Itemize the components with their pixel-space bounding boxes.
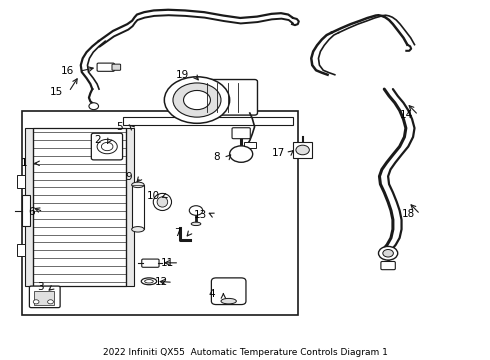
Ellipse shape (191, 222, 201, 226)
Ellipse shape (157, 197, 168, 207)
FancyBboxPatch shape (211, 278, 246, 305)
Bar (293, 142, 312, 158)
FancyBboxPatch shape (142, 259, 159, 267)
Bar (25, 129, 33, 286)
Circle shape (383, 249, 393, 257)
Text: 1: 1 (21, 158, 27, 168)
Text: 4: 4 (208, 289, 215, 299)
FancyBboxPatch shape (97, 63, 114, 71)
FancyBboxPatch shape (232, 128, 250, 139)
Circle shape (378, 246, 398, 260)
Circle shape (189, 206, 203, 215)
Bar (33, 129, 126, 286)
Text: 12: 12 (154, 277, 168, 287)
Text: 5: 5 (116, 122, 122, 132)
FancyBboxPatch shape (91, 133, 122, 160)
Bar (244, 142, 256, 148)
FancyBboxPatch shape (29, 286, 60, 308)
Bar (22, 195, 30, 226)
Bar (34, 291, 54, 305)
Text: 11: 11 (161, 258, 174, 268)
Bar (122, 117, 293, 125)
Text: 17: 17 (272, 148, 285, 158)
Text: 2: 2 (94, 135, 100, 145)
Text: 16: 16 (61, 66, 74, 76)
Text: 15: 15 (50, 87, 63, 97)
FancyBboxPatch shape (201, 80, 257, 115)
Bar (132, 185, 144, 229)
Circle shape (230, 146, 253, 162)
Ellipse shape (132, 226, 144, 232)
Bar (126, 129, 134, 286)
Circle shape (164, 77, 230, 123)
Text: 10: 10 (147, 191, 160, 201)
FancyBboxPatch shape (381, 261, 395, 270)
Text: 2022 Infiniti QX55  Automatic Temperature Controls Diagram 1: 2022 Infiniti QX55 Automatic Temperature… (102, 348, 388, 357)
Ellipse shape (221, 298, 236, 304)
Circle shape (89, 103, 98, 110)
Circle shape (184, 90, 210, 110)
Text: 8: 8 (213, 153, 220, 162)
Text: 9: 9 (125, 172, 132, 182)
Bar (22, 111, 298, 315)
Bar (17, 244, 25, 256)
Circle shape (296, 145, 309, 155)
Bar (17, 175, 25, 188)
Text: 13: 13 (194, 210, 207, 220)
Text: 7: 7 (174, 228, 181, 238)
Text: 6: 6 (28, 207, 35, 216)
FancyBboxPatch shape (112, 64, 121, 70)
Circle shape (48, 300, 53, 304)
Text: 3: 3 (37, 283, 44, 292)
Text: 19: 19 (176, 71, 189, 80)
Ellipse shape (132, 182, 144, 188)
Text: 14: 14 (400, 110, 413, 120)
Circle shape (33, 300, 39, 304)
Circle shape (173, 83, 221, 117)
Ellipse shape (153, 193, 172, 211)
Text: 18: 18 (402, 209, 415, 219)
